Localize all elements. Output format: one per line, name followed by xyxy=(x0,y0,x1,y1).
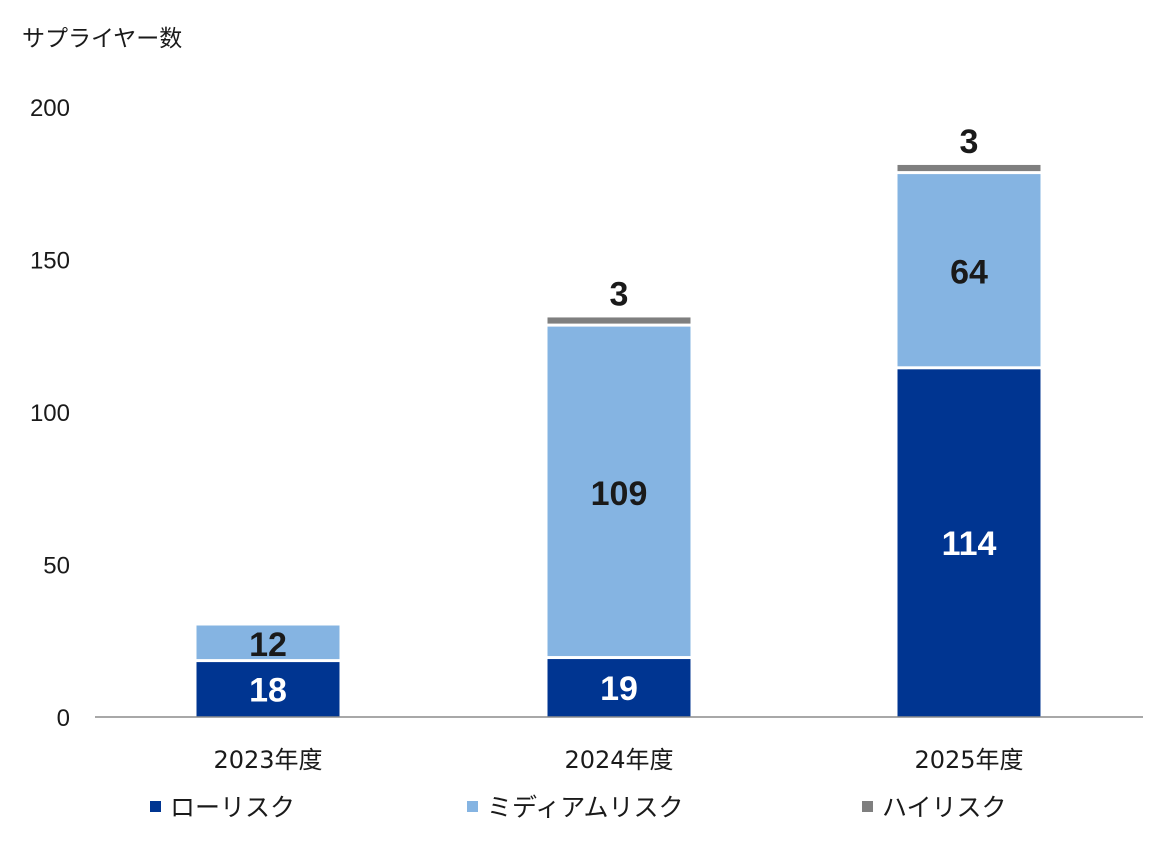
legend-swatch xyxy=(150,801,161,812)
bar-segment xyxy=(196,662,340,717)
y-axis-title: サプライヤー数 xyxy=(22,26,182,52)
legend-label: ローリスク xyxy=(170,793,295,822)
data-label: 3 xyxy=(610,275,629,313)
data-label: 12 xyxy=(249,626,287,664)
data-label: 109 xyxy=(591,475,648,513)
y-tick-label: 100 xyxy=(30,400,70,427)
bars: 18 12 19 109 3 114 64 3 xyxy=(196,123,1041,717)
y-axis-ticks: 0 50 100 150 200 xyxy=(30,95,70,732)
legend-swatch xyxy=(467,801,478,812)
bar-segment xyxy=(897,369,1041,717)
y-tick-label: 150 xyxy=(30,248,70,275)
x-tick-label: 2024年度 xyxy=(564,746,673,774)
x-tick-label: 2025年度 xyxy=(914,746,1023,774)
x-tick-label: 2023年度 xyxy=(213,746,322,774)
data-label: 3 xyxy=(960,123,979,161)
legend-label: ミディアムリスク xyxy=(487,793,684,822)
x-axis-tick-labels: 2023年度 2024年度 2025年度 xyxy=(213,746,1023,774)
bar-segment xyxy=(897,164,1041,172)
y-tick-label: 0 xyxy=(57,705,70,732)
legend: ローリスク ミディアムリスク ハイリスク xyxy=(150,793,1007,822)
bar-segment xyxy=(897,174,1041,367)
legend-label: ハイリスク xyxy=(882,793,1007,822)
bar-segment xyxy=(547,659,691,717)
legend-swatch xyxy=(862,801,873,812)
bar-segment xyxy=(547,326,691,657)
data-label: 64 xyxy=(950,254,988,292)
data-label: 114 xyxy=(942,525,997,563)
y-tick-label: 200 xyxy=(30,95,70,122)
data-label: 19 xyxy=(600,670,638,708)
bar-segment xyxy=(547,317,691,324)
data-label: 18 xyxy=(249,672,287,710)
bar-segment xyxy=(196,625,340,660)
y-tick-label: 50 xyxy=(43,553,70,580)
